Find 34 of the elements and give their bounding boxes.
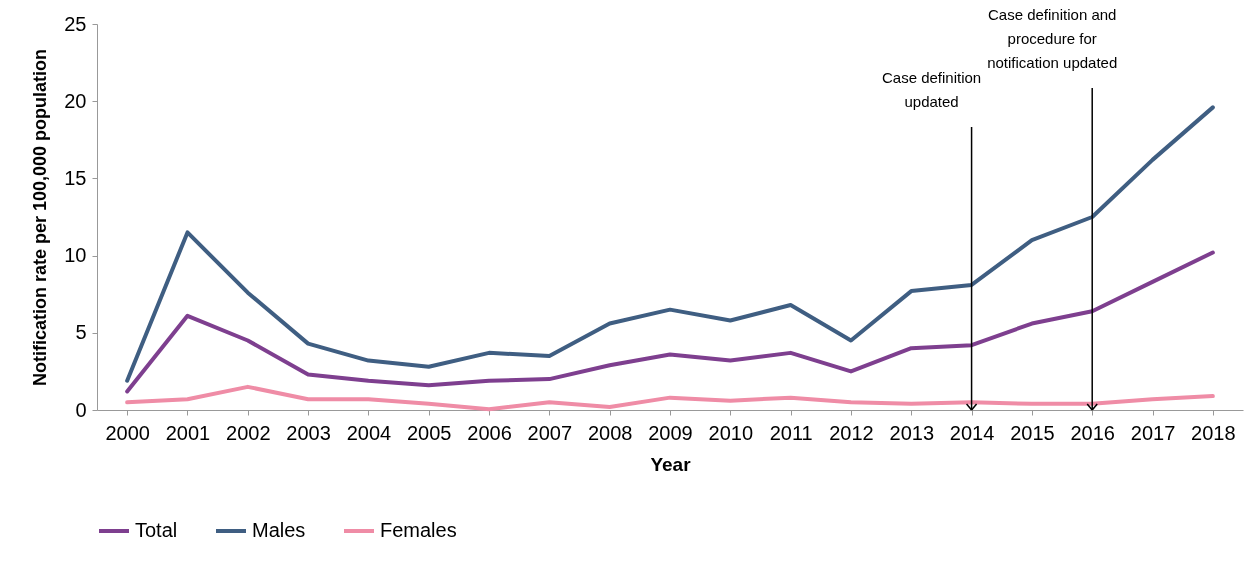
x-tick-label: 2014: [949, 421, 995, 444]
x-tick-label: 2007: [527, 421, 573, 444]
x-tick-label: 2009: [648, 421, 693, 444]
y-tick-label: 0: [75, 398, 87, 421]
x-tick-label: 2004: [346, 421, 392, 444]
x-tick-label: 2005: [406, 421, 452, 444]
x-tick-label: 2002: [226, 421, 271, 444]
y-tick-label: 15: [64, 166, 87, 189]
line-series: [125, 250, 1215, 394]
line-series: [125, 384, 1215, 412]
y-axis-title: Notification rate per 100,000 population: [30, 48, 51, 387]
y-tick-label: 25: [64, 12, 87, 35]
x-tick-label: 2013: [889, 421, 935, 444]
legend-label: Males: [252, 519, 306, 541]
y-tick-label: 20: [64, 89, 87, 112]
y-tick-label: 10: [64, 244, 87, 267]
x-tick-label: 2017: [1130, 421, 1176, 444]
x-tick-label: 2008: [587, 421, 633, 444]
y-tick-label: 5: [75, 321, 87, 344]
x-tick-label: 2012: [829, 421, 874, 444]
x-tick-label: 2001: [165, 421, 211, 444]
x-tick-label: 2016: [1070, 421, 1115, 444]
legend-label: Total: [135, 519, 178, 541]
ref-line-label: Case definition and procedure for notification updated: [987, 6, 1118, 71]
x-tick-label: 2006: [467, 421, 512, 444]
x-tick-label: 2015: [1010, 421, 1055, 444]
x-tick-label: 2010: [708, 421, 754, 444]
x-axis-title: Year: [650, 453, 692, 475]
x-tick-label: 2011: [769, 421, 813, 444]
legend-label: Females: [380, 519, 457, 541]
x-tick-label: 2018: [1191, 421, 1236, 444]
ref-line-label: Case definition updated: [881, 69, 982, 110]
x-tick-label: 2000: [105, 421, 150, 444]
x-tick-label: 2003: [286, 421, 331, 444]
